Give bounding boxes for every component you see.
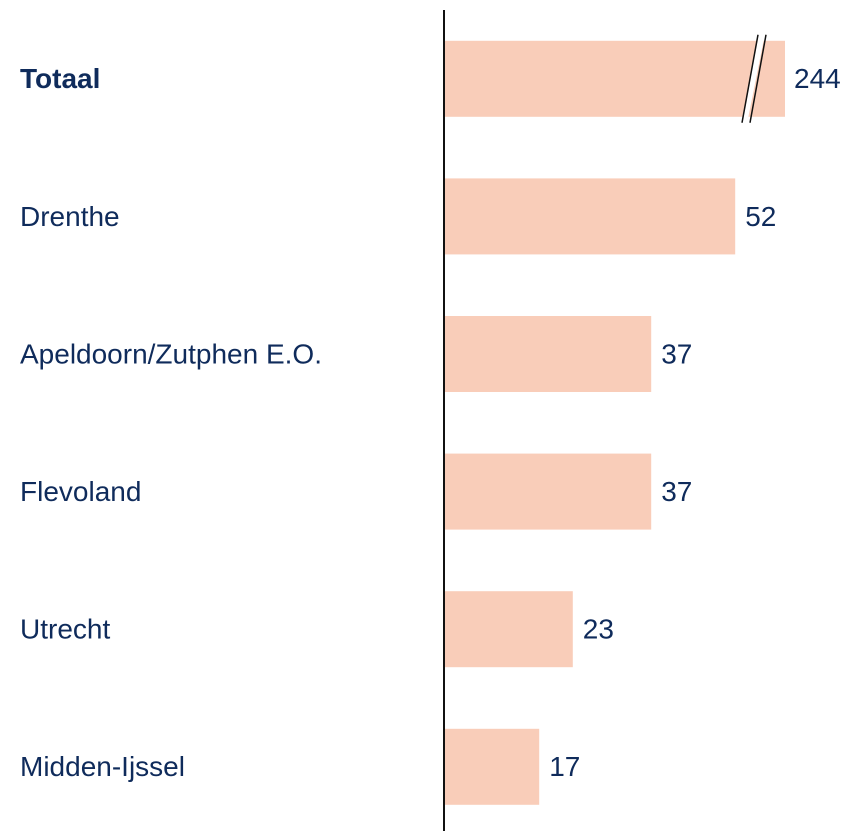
value-label: 244 (794, 63, 841, 94)
axis-break-line (741, 34, 759, 123)
category-label: Utrecht (20, 614, 110, 645)
category-label: Apeldoorn/Zutphen E.O. (20, 338, 322, 369)
category-label: Flevoland (20, 476, 141, 507)
bar (444, 453, 652, 530)
value-label: 37 (661, 476, 692, 507)
bar-group (444, 40, 785, 805)
value-label: 17 (549, 751, 580, 782)
category-label: Totaal (20, 63, 100, 94)
category-label: Midden-Ijssel (20, 751, 185, 782)
axis-break (742, 38, 764, 119)
axis-break-line (749, 34, 767, 123)
value-label: 23 (583, 614, 614, 645)
bar (444, 728, 540, 805)
bar (444, 316, 652, 392)
value-label: 52 (745, 201, 776, 232)
bar (444, 40, 785, 117)
bar (444, 591, 573, 668)
value-label: 37 (661, 338, 692, 369)
category-label: Drenthe (20, 201, 120, 232)
bar (444, 178, 736, 255)
